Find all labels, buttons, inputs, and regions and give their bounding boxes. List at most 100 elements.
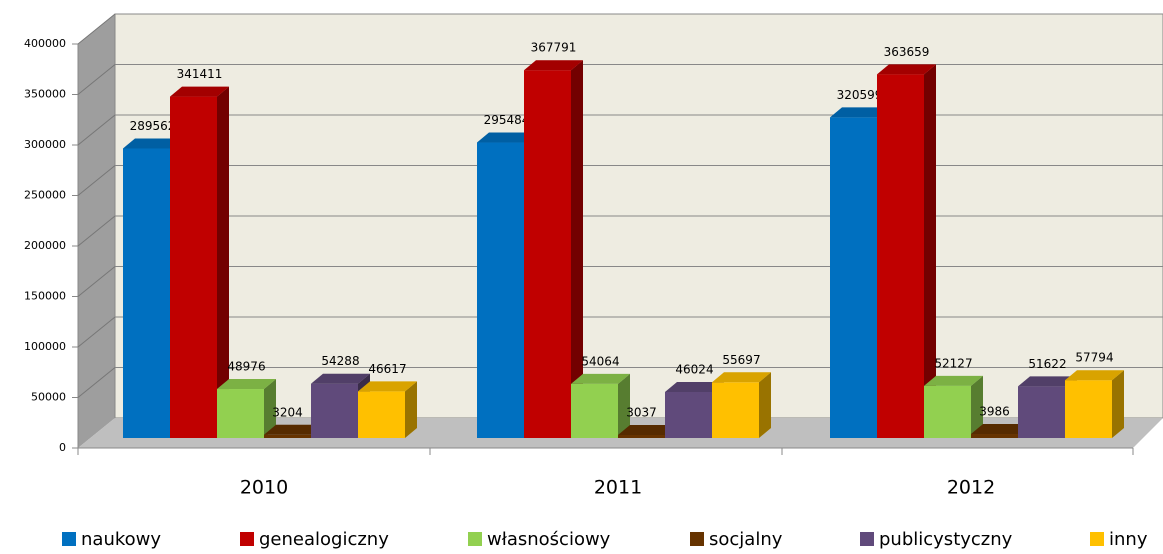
bar-top (217, 379, 276, 390)
bar-side-shade (618, 373, 630, 438)
bar-top-shade (971, 424, 1030, 435)
bar-side (971, 375, 983, 438)
bar-side-shade (217, 86, 229, 439)
bar-top (571, 373, 630, 384)
value-label: 51622 (1028, 357, 1066, 371)
grid-line-side (77, 165, 116, 196)
value-label: 3986 (979, 405, 1010, 419)
value-label: 55697 (722, 353, 760, 367)
bar-top (264, 424, 323, 435)
bar (170, 96, 217, 439)
bar (712, 382, 759, 438)
bar (217, 389, 264, 438)
y-tick-label: 400000 (24, 37, 66, 50)
bar-top-shade (264, 424, 323, 435)
bar-side-shade (924, 64, 936, 438)
y-tick-label: 150000 (24, 290, 66, 303)
legend-label: własnościowy (487, 529, 611, 550)
bar (924, 385, 971, 438)
bar-top (1018, 376, 1077, 387)
y-tick-label: 250000 (24, 189, 66, 202)
bar-side (618, 373, 630, 438)
bar (1018, 386, 1065, 438)
bar-side-shade (405, 381, 417, 438)
value-label: 46024 (675, 362, 713, 376)
bar-top (618, 424, 677, 435)
bar-top-shade (712, 372, 771, 383)
bar (665, 391, 712, 438)
bar-top-shade (1065, 370, 1124, 381)
bar (524, 70, 571, 439)
grid-line-side (77, 215, 116, 247)
bar (1065, 380, 1112, 438)
bar-top (311, 373, 370, 384)
y-tick-label: 350000 (24, 88, 66, 101)
bar (618, 434, 665, 438)
value-label: 48976 (227, 360, 265, 374)
bar-top (924, 375, 983, 386)
bar-top-shade (571, 373, 630, 384)
bar-top-shade (311, 373, 370, 384)
bar (123, 148, 170, 439)
grid-line-side (77, 64, 116, 95)
bar-top (123, 138, 182, 149)
bar-side (217, 86, 229, 439)
bar-top (524, 60, 583, 71)
legend-swatch (1090, 532, 1104, 546)
legend-swatch (240, 532, 254, 546)
legend-label: socjalny (709, 529, 783, 550)
x-tick-label: 2011 (594, 477, 642, 499)
bar-side-shade (571, 60, 583, 439)
bar (311, 383, 358, 438)
value-label: 289562 (130, 119, 176, 133)
bar-top-shade (170, 86, 229, 97)
value-label: 367791 (531, 41, 577, 55)
value-label: 54064 (581, 354, 619, 368)
bar-top (665, 381, 724, 392)
bar-top (1065, 370, 1124, 381)
bar-side-shade (1112, 370, 1124, 438)
y-tick-label: 50000 (31, 391, 66, 404)
x-tick-label: 2010 (240, 477, 288, 499)
legend-swatch (690, 532, 704, 546)
bar (358, 391, 405, 438)
bar-top-shade (830, 107, 889, 118)
bar (571, 383, 618, 438)
bar-side (1112, 370, 1124, 438)
value-label: 341411 (177, 67, 223, 81)
bar-side-shade (759, 372, 771, 438)
y-tick-label: 300000 (24, 138, 66, 151)
bar (264, 434, 311, 438)
grid-line-side (77, 316, 116, 348)
grid-line-side (77, 367, 116, 398)
bar-top-shade (665, 381, 724, 392)
bar (877, 74, 924, 438)
legend-swatch (468, 532, 482, 546)
x-tick-label: 2012 (947, 477, 995, 499)
bar-top-shade (123, 138, 182, 149)
bar-top (971, 424, 1030, 435)
bar (477, 142, 524, 439)
value-label: 3204 (272, 405, 303, 419)
bar-top-shade (358, 381, 417, 392)
legend-swatch (62, 532, 76, 546)
value-label: 295484 (484, 113, 530, 127)
value-label: 46617 (368, 362, 406, 376)
bar-side (759, 372, 771, 438)
value-label: 54288 (321, 354, 359, 368)
bar-top (477, 132, 536, 143)
grid-line-side (77, 114, 116, 146)
legend-label: publicystyczny (879, 529, 1013, 550)
bar (830, 117, 877, 438)
value-label: 52127 (934, 356, 972, 370)
value-label: 363659 (884, 45, 930, 59)
bar-top-shade (1018, 376, 1077, 387)
value-label: 320599 (837, 88, 883, 102)
bar-side (264, 379, 276, 438)
value-label: 3037 (626, 405, 657, 419)
bar-side (571, 60, 583, 439)
y-tick-label: 200000 (24, 239, 66, 252)
value-label: 57794 (1075, 351, 1113, 365)
legend-label: inny (1109, 529, 1148, 550)
